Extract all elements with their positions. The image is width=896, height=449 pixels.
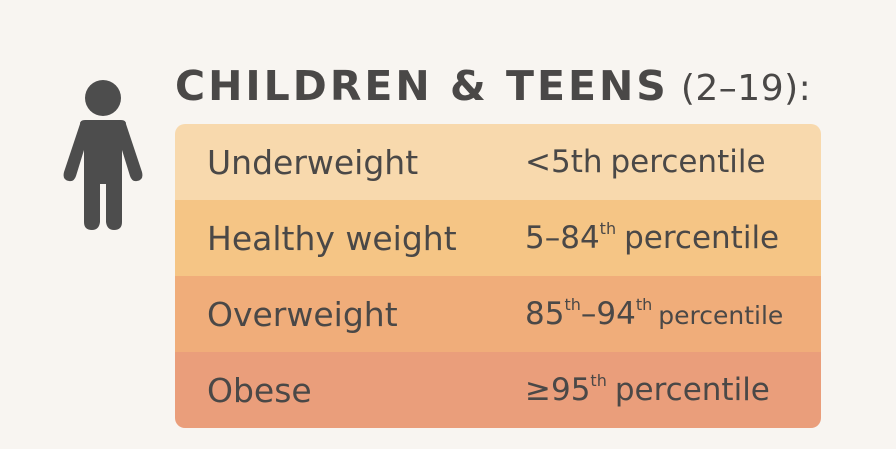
table-row-overweight: Overweight 85th–94th percentile	[175, 276, 821, 352]
table-row-healthy-weight: Healthy weight 5–84th percentile	[175, 200, 821, 276]
percentile-range: ≥95th percentile	[525, 371, 770, 408]
percentile-range: 85th–94th percentile	[525, 295, 784, 332]
percentile-range: 5–84th percentile	[525, 219, 780, 256]
age-range-text: (2–19):	[680, 68, 812, 109]
table-row-obese: Obese ≥95th percentile	[175, 352, 821, 428]
percentile-range: <5th percentile	[525, 144, 766, 180]
category-label: Healthy weight	[207, 218, 457, 258]
category-label: Overweight	[207, 294, 398, 334]
table-row-underweight: Underweight <5th percentile	[175, 124, 821, 200]
page-title: CHILDREN & TEENS (2–19):	[175, 62, 811, 110]
child-person-icon	[63, 80, 143, 230]
category-label: Underweight	[207, 142, 419, 182]
category-label: Obese	[207, 370, 312, 410]
title-text: CHILDREN & TEENS	[175, 62, 669, 110]
bmi-percentile-table: Underweight <5th percentile Healthy weigh…	[175, 124, 821, 428]
